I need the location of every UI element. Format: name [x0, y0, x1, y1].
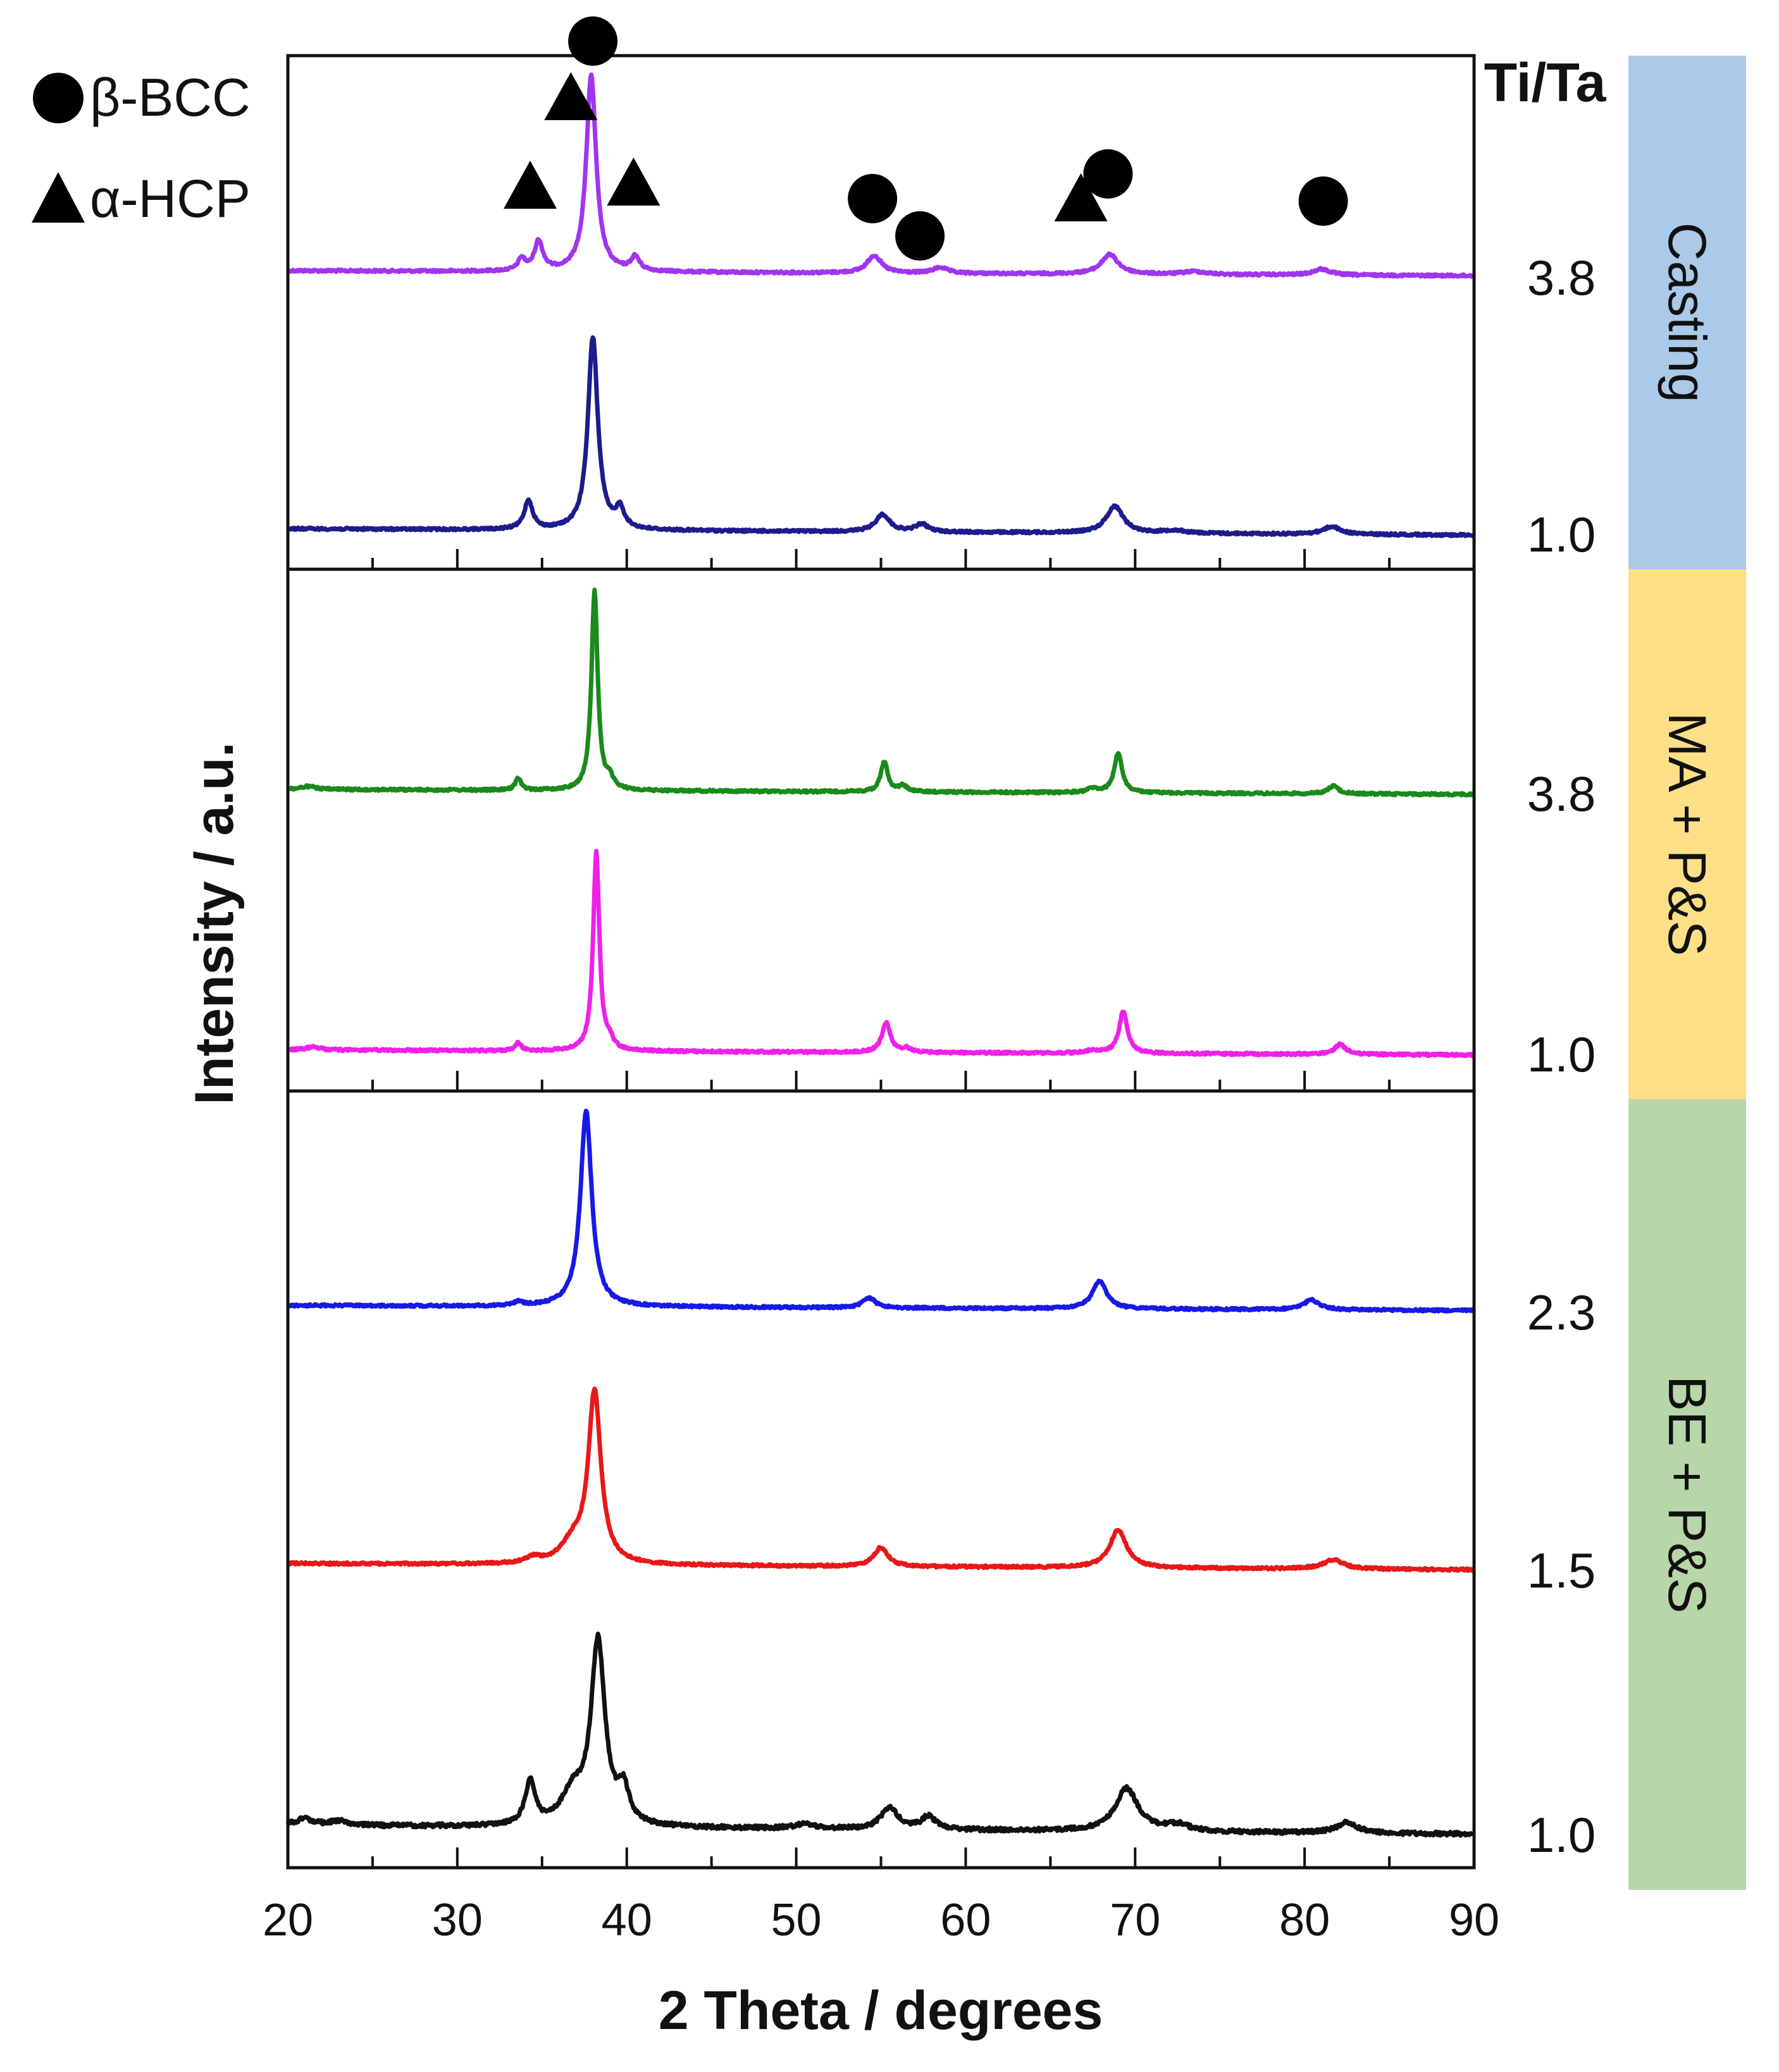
series-be-ps-1-0 — [285, 1631, 1477, 1838]
x-tick-label: 80 — [1279, 1895, 1330, 1946]
series-casting-3-8 — [286, 72, 1476, 279]
peak-marker-bcc — [1083, 149, 1133, 199]
legend-triangle-symbol — [32, 172, 85, 223]
ratio-header: Ti/Ta — [1484, 52, 1607, 113]
series-ma-ps-1-0 — [285, 849, 1476, 1059]
x-tick-label: 70 — [1110, 1895, 1160, 1946]
x-tick-label: 90 — [1449, 1895, 1499, 1946]
legend: β-BCC α-HCP — [32, 68, 251, 228]
x-tick-label: 30 — [432, 1895, 483, 1946]
series-ma-ps-3-8 — [286, 588, 1476, 798]
peak-marker-bcc — [1298, 176, 1348, 226]
peak-marker-bcc — [848, 174, 898, 223]
ratio-label: 1.5 — [1527, 1543, 1596, 1598]
series-be-ps-2-3 — [286, 1108, 1476, 1314]
peak-marker-bcc — [568, 16, 618, 66]
group-label-casting: Casting — [1658, 223, 1717, 403]
group-band-be-ps — [1628, 1099, 1746, 1890]
y-axis-title: Intensity / a.u. — [184, 742, 245, 1104]
peak-marker-hcp — [504, 161, 557, 209]
legend-label-hcp: α-HCP — [90, 169, 251, 228]
x-tick-label: 50 — [771, 1895, 822, 1946]
x-tick-label: 60 — [940, 1895, 991, 1946]
ratio-label: 2.3 — [1527, 1285, 1596, 1340]
legend-label-bcc: β-BCC — [90, 68, 251, 127]
group-band-casting — [1628, 56, 1746, 569]
series-be-ps-1-5 — [285, 1386, 1476, 1573]
group-band-ma-ps — [1628, 569, 1746, 1099]
ratio-label: 3.8 — [1527, 250, 1596, 305]
ratio-label: 3.8 — [1527, 766, 1596, 822]
group-label-ma-ps: MA + P&S — [1658, 712, 1717, 956]
x-tick-label: 40 — [602, 1895, 652, 1946]
peak-marker-bcc — [895, 211, 945, 261]
group-label-be-ps: BE + P&S — [1658, 1376, 1717, 1613]
ratio-label: 1.0 — [1527, 1807, 1596, 1863]
legend-circle-symbol — [33, 73, 84, 123]
x-axis-title: 2 Theta / degrees — [659, 1980, 1103, 2041]
peak-marker-hcp — [607, 157, 660, 206]
ratio-label: 1.0 — [1527, 507, 1596, 562]
series-casting-1-0 — [286, 335, 1476, 538]
peak-marker-hcp — [544, 72, 598, 120]
x-tick-label: 20 — [263, 1895, 313, 1946]
peak-marker-hcp — [1054, 173, 1108, 221]
ratio-label: 1.0 — [1527, 1027, 1596, 1082]
